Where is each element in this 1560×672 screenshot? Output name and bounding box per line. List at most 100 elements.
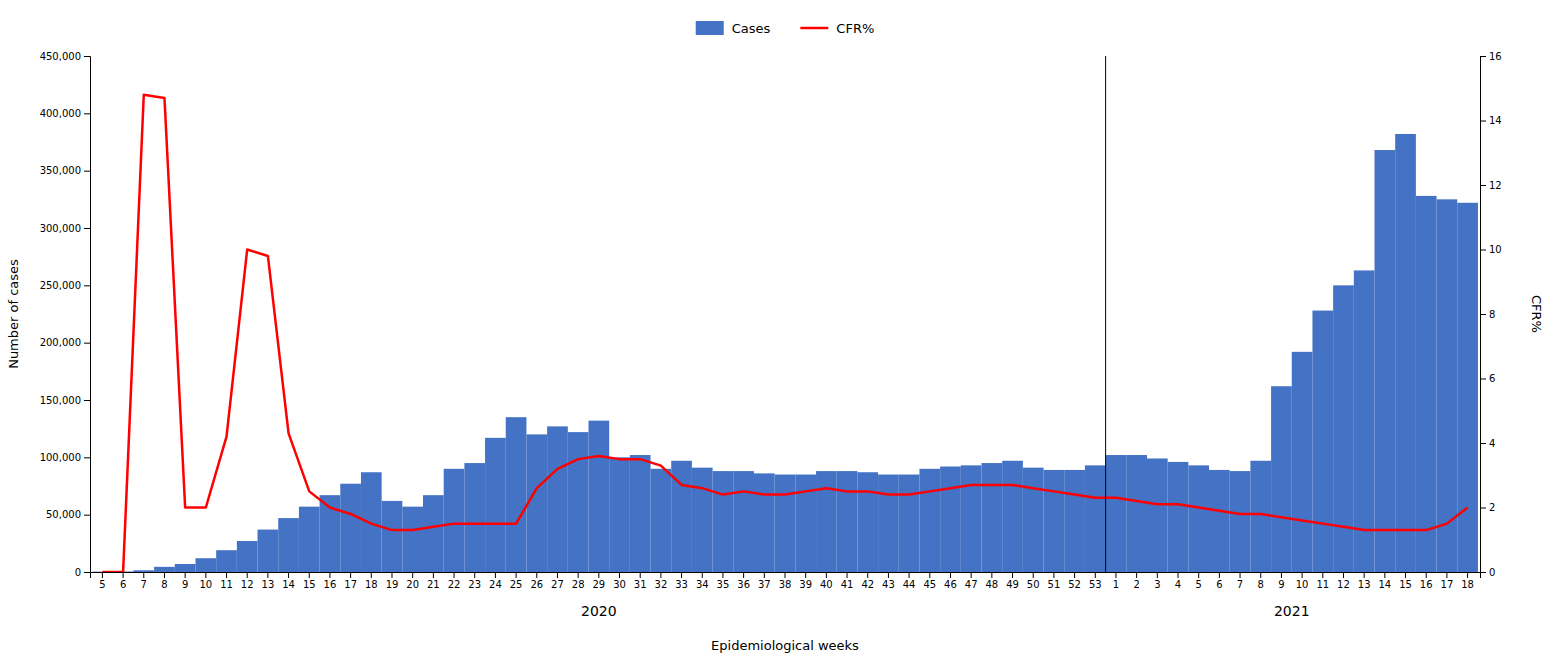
x-tick-mark [578, 572, 579, 578]
y-tick-label: 200,000 [40, 337, 81, 348]
x-tick-mark [1012, 572, 1013, 578]
x-tick-label: 3 [1154, 579, 1160, 590]
y2-tick: 4 [1480, 438, 1495, 449]
y2-tick-label: 4 [1489, 438, 1495, 449]
x-tick: 29 [592, 572, 605, 590]
y-tick-mark [84, 457, 90, 458]
bar [919, 469, 940, 572]
bar [630, 455, 651, 572]
x-tick-label: 12 [1337, 579, 1350, 590]
y-tick-mark [84, 285, 90, 286]
x-tick-label: 50 [1027, 579, 1040, 590]
x-tick: 8 [161, 572, 167, 590]
bar [940, 467, 961, 572]
y2-tick-label: 16 [1489, 51, 1502, 62]
bar [464, 463, 485, 572]
x-tick-mark [971, 572, 972, 578]
bar [1044, 470, 1065, 572]
y-tick: 400,000 [40, 108, 90, 119]
y-axis: 050,000100,000150,000200,000250,000300,0… [40, 51, 91, 578]
x-tick: 14 [1378, 572, 1391, 590]
x-tick: 15 [303, 572, 316, 590]
bar [1147, 458, 1168, 572]
bar [361, 472, 382, 572]
x-tick: 1 [1113, 572, 1119, 590]
x-tick-mark [722, 572, 723, 578]
bar [299, 507, 320, 572]
y-tick-mark [84, 56, 90, 57]
y2-tick: 16 [1480, 51, 1502, 62]
bar [1106, 455, 1127, 572]
y-tick: 0 [75, 567, 90, 578]
y2-tick-label: 8 [1489, 309, 1495, 320]
x-tick: 6 [120, 572, 126, 590]
x-tick: 26 [530, 572, 543, 590]
x-axis-line [91, 573, 1481, 579]
y-tick-mark [84, 228, 90, 229]
bar [195, 558, 216, 572]
x-tick: 48 [985, 572, 998, 590]
x-tick: 43 [882, 572, 895, 590]
x-tick-mark [350, 572, 351, 578]
x-tick: 36 [737, 572, 750, 590]
x-tick-label: 29 [592, 579, 605, 590]
bar [588, 421, 609, 572]
bar [837, 471, 858, 572]
legend-swatch [696, 21, 724, 35]
x-tick: 39 [799, 572, 812, 590]
x-tick-mark [764, 572, 765, 578]
y2-axis-title: CFR% [1529, 295, 1544, 333]
bar [444, 469, 465, 572]
x-tick-label: 48 [985, 579, 998, 590]
bar [485, 438, 506, 572]
x-tick: 23 [468, 572, 481, 590]
x-tick-mark [1364, 572, 1365, 578]
x-tick: 25 [510, 572, 523, 590]
x-tick: 41 [841, 572, 854, 590]
bar [878, 475, 899, 572]
x-tick: 8 [1258, 572, 1264, 590]
y2-tick-label: 0 [1489, 567, 1495, 578]
x-tick-mark [1115, 572, 1116, 578]
x-tick-label: 37 [758, 579, 771, 590]
bar [1271, 386, 1292, 572]
bar [175, 564, 196, 572]
x-tick: 7 [1237, 572, 1243, 590]
x-tick: 6 [1216, 572, 1222, 590]
x-tick-mark [619, 572, 620, 578]
y2-tick: 0 [1480, 567, 1495, 578]
x-tick-mark [1157, 572, 1158, 578]
x-tick-label: 6 [1216, 579, 1222, 590]
bar [609, 457, 630, 572]
bar [1375, 150, 1396, 572]
x-tick-mark [454, 572, 455, 578]
x-tick-mark [267, 572, 268, 578]
bar [1312, 311, 1333, 572]
y-tick-label: 450,000 [40, 51, 81, 62]
bar [1292, 352, 1313, 572]
bar [547, 426, 568, 572]
x-tick: 45 [923, 572, 936, 590]
x-tick: 30 [613, 572, 626, 590]
x-tick-label: 15 [1399, 579, 1412, 590]
bars [92, 134, 1478, 572]
x-tick-label: 11 [1316, 579, 1329, 590]
x-tick-label: 25 [510, 579, 523, 590]
x-tick-label: 16 [1420, 579, 1433, 590]
y2-tick-mark [1480, 250, 1486, 251]
x-tick-label: 1 [1113, 579, 1119, 590]
x-tick-label: 11 [220, 579, 233, 590]
x-tick-mark [1405, 572, 1406, 578]
x-tick-label: 14 [282, 579, 295, 590]
bar [982, 463, 1003, 572]
bar [1416, 196, 1437, 572]
x-tick-label: 2 [1133, 579, 1139, 590]
x-tick-mark [557, 572, 558, 578]
x-tick-label: 38 [779, 579, 792, 590]
x-tick-mark [474, 572, 475, 578]
x-tick: 12 [241, 572, 254, 590]
x-tick-label: 17 [344, 579, 357, 590]
x-tick: 40 [820, 572, 833, 590]
x-tick-label: 20 [406, 579, 419, 590]
x-tick-label: 18 [365, 579, 378, 590]
